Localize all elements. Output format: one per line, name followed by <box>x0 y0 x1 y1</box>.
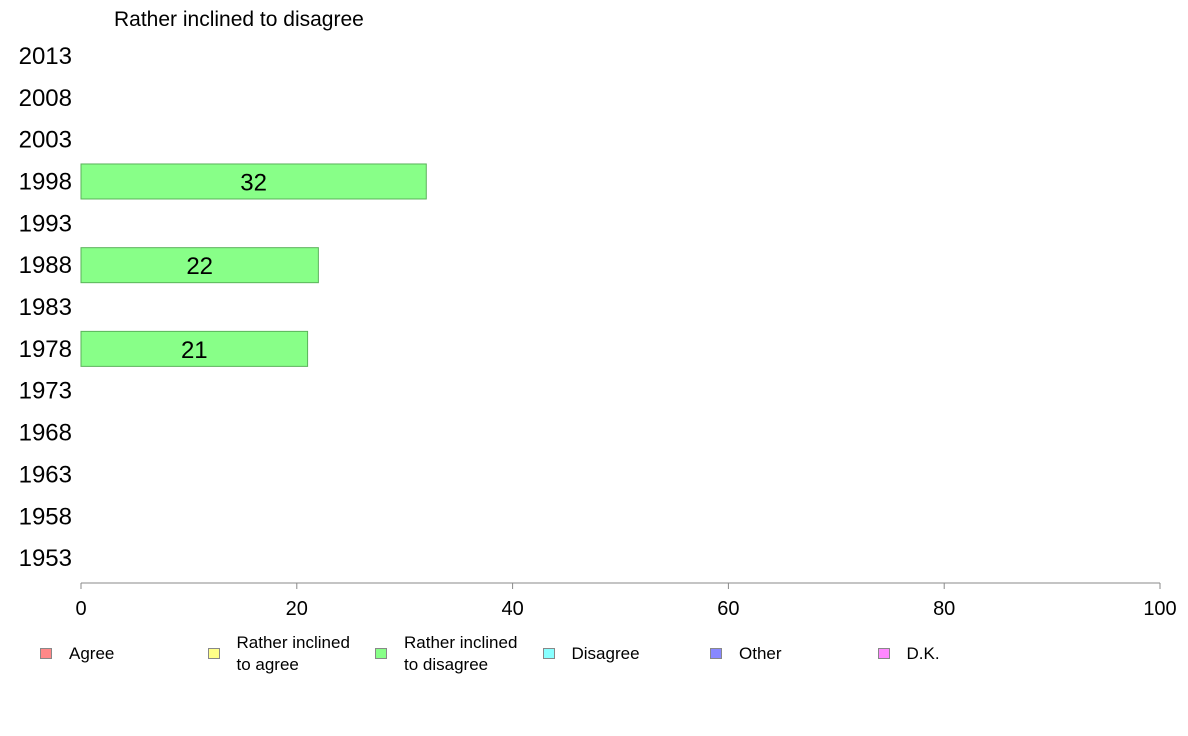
y-tick-label: 1968 <box>19 420 72 447</box>
legend-swatch <box>207 648 220 659</box>
y-tick-label: 1953 <box>19 545 72 572</box>
legend-swatch <box>375 648 387 659</box>
y-tick-label: 1998 <box>19 168 72 195</box>
bar <box>80 247 319 284</box>
bar <box>80 163 427 200</box>
y-tick-label: 1983 <box>19 294 72 321</box>
y-tick-label: 1958 <box>19 503 72 530</box>
bar <box>80 330 309 367</box>
x-tick-label: 60 <box>717 598 739 620</box>
legend-swatch <box>877 648 890 659</box>
chart-title: Rather inclined to disagree <box>114 8 364 31</box>
bar-value-label: 32 <box>240 169 267 196</box>
legend-label: Rather inclined to disagree <box>404 633 518 674</box>
x-tick-label: 80 <box>933 598 955 620</box>
x-tick-label: 0 <box>75 598 86 620</box>
legend-label: Agree <box>69 644 115 663</box>
x-tick-label: 20 <box>286 598 308 620</box>
bar-value-label: 22 <box>186 253 213 280</box>
legend-label: D.K. <box>906 644 940 663</box>
bar-value-label: 21 <box>181 337 208 364</box>
bars: 32 22 21 <box>80 163 427 367</box>
y-tick-label: 1973 <box>19 378 72 405</box>
legend-label: Disagree <box>571 644 640 663</box>
x-tick-label: 100 <box>1143 598 1176 620</box>
y-axis-tick-labels: 2013 2008 2003 1998 1993 1988 1983 1978 1973 1968… <box>19 43 72 572</box>
bar-chart: Rather inclined to disagree 201320082003… <box>19 8 1177 620</box>
y-tick-label: 1988 <box>19 252 72 279</box>
legend-label: Other <box>739 644 782 663</box>
y-tick-label: 2003 <box>19 127 72 154</box>
x-axis: 0 20 40 60 80 100 <box>75 582 1177 620</box>
y-tick-label: 2008 <box>19 85 72 112</box>
x-tick-label: 40 <box>501 598 523 620</box>
y-tick-label: 1963 <box>19 461 72 488</box>
legend-swatch <box>710 648 722 659</box>
y-tick-label: 1978 <box>19 336 72 363</box>
y-tick-label: 2013 <box>19 43 72 70</box>
legend-swatch <box>542 648 555 659</box>
legend: Agree Rather inclined to agree Rather incl… <box>0 632 1188 692</box>
legend-swatch <box>40 648 52 659</box>
legend-label: Rather inclined to agree <box>236 633 350 674</box>
y-tick-label: 1993 <box>19 210 72 237</box>
